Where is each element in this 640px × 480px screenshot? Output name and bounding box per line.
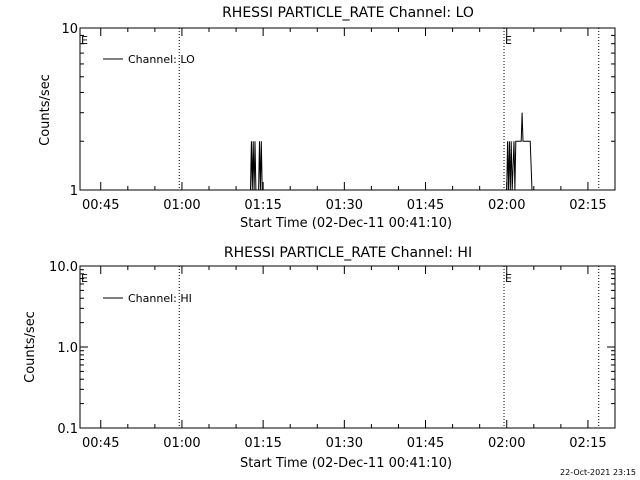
x-tick-label: 01:15 xyxy=(244,436,281,451)
x-tick-label: 02:15 xyxy=(569,198,606,213)
x-tick-label: 00:45 xyxy=(82,198,119,213)
panel-lo-series xyxy=(250,112,533,191)
y-tick-label: 1 xyxy=(70,184,78,199)
panel-hi-title: RHESSI PARTICLE_RATE Channel: HI xyxy=(224,245,472,261)
x-tick-label: 02:00 xyxy=(488,436,525,451)
panel-lo-plot-frame xyxy=(79,27,616,191)
panel-lo-y-axis-label: Counts/sec xyxy=(38,74,53,146)
y-tick-label: 10 xyxy=(61,22,78,37)
panel-lo-x-axis-label: Start Time (02-Dec-11 00:41:10) xyxy=(240,216,452,231)
x-tick-label: 01:30 xyxy=(326,198,363,213)
panel-hi-legend: Channel: HI xyxy=(103,292,192,305)
panel-hi-y-ticks: 0.1 1.0 10.0 xyxy=(49,260,615,437)
x-tick-label: 01:00 xyxy=(163,198,200,213)
panel-lo-legend-label: Channel: LO xyxy=(128,53,195,66)
panel-lo-legend: Channel: LO xyxy=(103,53,195,66)
panel-lo-x-ticks: 00:45 01:00 01:15 01:30 01:45 02:00 02:15 xyxy=(82,28,616,213)
x-tick-label: 01:00 xyxy=(163,436,200,451)
event-marker-label: E xyxy=(81,34,88,47)
event-marker-label: E xyxy=(81,272,88,285)
series-line-0 xyxy=(250,112,533,191)
x-tick-label: 01:45 xyxy=(407,198,444,213)
panel-lo-y-ticks: 1 10 xyxy=(61,22,615,199)
y-tick-label: 1.0 xyxy=(57,341,78,356)
x-tick-label: 00:45 xyxy=(82,436,119,451)
x-tick-label: 01:15 xyxy=(244,198,281,213)
panel-hi-x-axis-label: Start Time (02-Dec-11 00:41:10) xyxy=(240,456,452,471)
x-tick-label: 02:00 xyxy=(488,198,525,213)
y-tick-label: 10.0 xyxy=(49,260,78,275)
x-tick-label: 02:15 xyxy=(569,436,606,451)
y-tick-label: 0.1 xyxy=(57,422,78,437)
x-tick-label: 01:45 xyxy=(407,436,444,451)
event-marker-label: E xyxy=(505,272,512,285)
panel-hi-x-ticks: 00:45 01:00 01:15 01:30 01:45 02:00 02:15 xyxy=(82,266,616,451)
panel-hi-y-axis-label: Counts/sec xyxy=(23,311,38,383)
x-tick-label: 01:30 xyxy=(326,436,363,451)
footer-timestamp: 22-Oct-2021 23:15 xyxy=(560,468,636,477)
panel-lo-title: RHESSI PARTICLE_RATE Channel: LO xyxy=(222,5,474,21)
panel-hi-legend-label: Channel: HI xyxy=(128,292,192,305)
event-marker-label: E xyxy=(505,34,512,47)
